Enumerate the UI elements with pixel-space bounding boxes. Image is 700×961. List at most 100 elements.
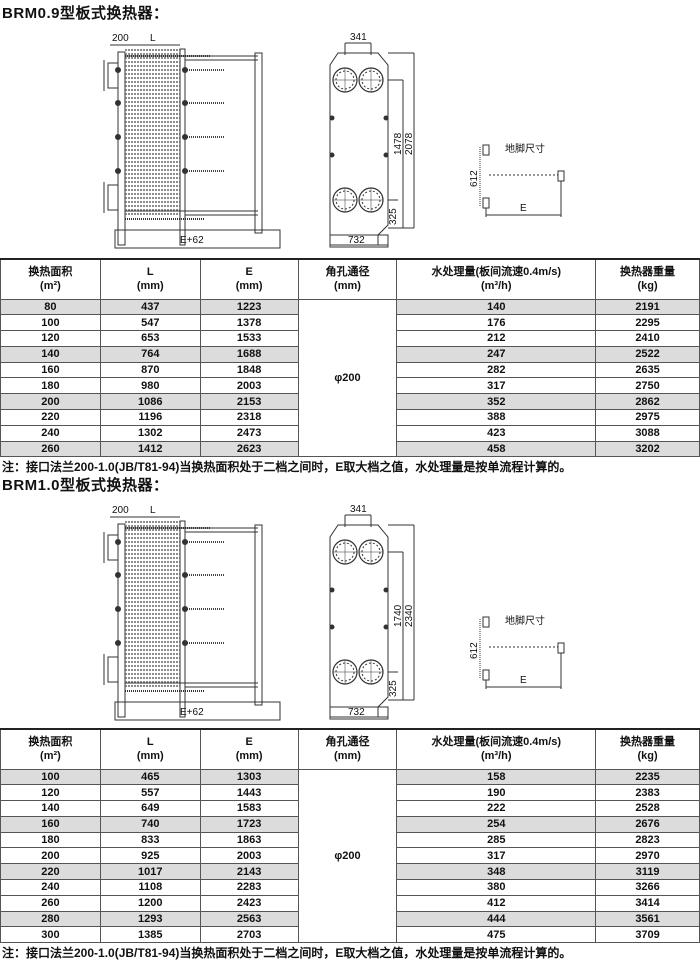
foot-plan: 地脚尺寸 612 E	[469, 142, 565, 217]
svg-text:341: 341	[350, 504, 367, 515]
table-cell: 557	[99, 784, 201, 802]
svg-text:612: 612	[469, 170, 480, 187]
table-cell: 2703	[199, 926, 299, 944]
table-cell: 212	[396, 330, 597, 347]
table-cell: 280	[0, 910, 101, 928]
table-cell: 1223	[199, 298, 299, 316]
table-cell: 3119	[595, 863, 700, 881]
table-cell: 547	[99, 314, 201, 332]
column-header: 水处理量(板间流速0.4m/s) (m³/h)	[396, 728, 597, 770]
table-cell: 1302	[99, 424, 201, 442]
table-cell: 180	[0, 377, 101, 395]
table-cell: 2635	[595, 361, 700, 379]
table-cell: 388	[396, 409, 597, 426]
table-cell: 980	[99, 377, 201, 395]
table-cell: 1443	[199, 784, 299, 802]
drawing: 200 L E+62 341 1478 2078 325 732 地脚尺寸 61…	[103, 32, 565, 249]
table-cell: 1200	[99, 894, 201, 912]
column-header: E (mm)	[199, 728, 299, 770]
column-header: 水处理量(板间流速0.4m/s) (m³/h)	[396, 258, 597, 300]
front-view: 341 1478 2078 325 732	[329, 32, 415, 248]
table-cell: 140	[0, 345, 101, 363]
table-cell: 317	[396, 847, 597, 865]
table-row: 140 764 1688 247 2522	[0, 345, 700, 363]
svg-text:325: 325	[388, 680, 399, 697]
table-cell: 120	[0, 784, 101, 802]
table-cell: 1385	[99, 926, 201, 944]
table-cell: 412	[396, 894, 597, 912]
table-cell: 925	[99, 847, 201, 865]
table-cell: 180	[0, 831, 101, 849]
svg-text:L: L	[150, 505, 156, 516]
table-cell: 1533	[199, 330, 299, 347]
table-cell: 870	[99, 361, 201, 379]
table-cell: 200	[0, 393, 101, 411]
foot-plan: 地脚尺寸 612 E	[469, 614, 565, 689]
table-cell: 285	[396, 831, 597, 849]
table-cell: 120	[0, 330, 101, 347]
table-cell: 140	[396, 298, 597, 316]
table-header: 换热面积 (m²) L (mm) E (mm) 角孔通径 (mm) 水处理量(板间流速0.4m/…	[0, 728, 700, 770]
port-diameter: φ200	[297, 768, 398, 944]
table-row: 180 980 2003 317 2750	[0, 377, 700, 395]
svg-text:732: 732	[348, 235, 365, 246]
table-cell: 1688	[199, 345, 299, 363]
table-cell: 1412	[99, 440, 201, 458]
table-cell: 465	[99, 768, 201, 786]
column-header: 角孔通径 (mm)	[297, 258, 398, 300]
table-cell: 220	[0, 409, 101, 426]
table-cell: 1017	[99, 863, 201, 881]
svg-text:地脚尺寸: 地脚尺寸	[505, 614, 545, 627]
table-cell: 2750	[595, 377, 700, 395]
table-cell: 1293	[99, 910, 201, 928]
table-cell: 2862	[595, 393, 700, 411]
table-cell: 1723	[199, 815, 299, 833]
spec-table: 换热面积 (m²) L (mm) E (mm) 角孔通径 (mm) 水处理量(板间流速0.4m/…	[0, 728, 700, 944]
table-header: 换热面积 (m²) L (mm) E (mm) 角孔通径 (mm) 水处理量(板间流速0.4m/…	[0, 258, 700, 300]
table-cell: 240	[0, 424, 101, 442]
section-title: BRM0.9型板式换热器：	[2, 5, 169, 22]
svg-text:E+62: E+62	[180, 707, 204, 718]
svg-text:地脚尺寸: 地脚尺寸	[505, 142, 545, 155]
table-cell: 2003	[199, 847, 299, 865]
side-view: 200 L E+62	[103, 33, 281, 249]
table-cell: 240	[0, 879, 101, 896]
table-cell: 1108	[99, 879, 201, 896]
table-cell: 352	[396, 393, 597, 411]
table-cell: 3414	[595, 894, 700, 912]
table-row: 80 437 1223 φ200 140 2191	[0, 298, 700, 458]
table-cell: 3561	[595, 910, 700, 928]
table-cell: 2295	[595, 314, 700, 332]
table-cell: 140	[0, 800, 101, 817]
table-cell: 176	[396, 314, 597, 332]
table-cell: 2473	[199, 424, 299, 442]
svg-text:1478: 1478	[393, 132, 404, 155]
column-header: 换热器重量 (kg)	[595, 258, 700, 300]
port-diameter: φ200	[297, 298, 398, 458]
table-cell: 3088	[595, 424, 700, 442]
table-row: 100 465 1303 φ200 158 2235	[0, 768, 700, 944]
table-cell: 437	[99, 298, 201, 316]
table-cell: 458	[396, 440, 597, 458]
table-row: 160 740 1723 254 2676	[0, 815, 700, 833]
table-cell: 190	[396, 784, 597, 802]
table-cell: 444	[396, 910, 597, 928]
table-cell: 348	[396, 863, 597, 881]
svg-text:341: 341	[350, 32, 367, 43]
table-row: 260 1412 2623 458 3202	[0, 440, 700, 458]
table-cell: 833	[99, 831, 201, 849]
table-cell: 222	[396, 800, 597, 817]
table-row: 240 1302 2473 423 3088	[0, 424, 700, 442]
table-cell: 2563	[199, 910, 299, 928]
table-cell: 260	[0, 440, 101, 458]
spec-table: 换热面积 (m²) L (mm) E (mm) 角孔通径 (mm) 水处理量(板间流速0.4m/…	[0, 258, 700, 458]
table-row: 260 1200 2423 412 3414	[0, 894, 700, 912]
table-note: 注：接口法兰200-1.0(JB/T81-94)当换热面积处于二档之间时，E取大…	[2, 945, 572, 960]
table-cell: 2975	[595, 409, 700, 426]
table-cell: 1196	[99, 409, 201, 426]
column-header: 换热面积 (m²)	[0, 728, 101, 770]
table-cell: 2191	[595, 298, 700, 316]
table-cell: 1086	[99, 393, 201, 411]
table-cell: 158	[396, 768, 597, 786]
table-cell: 740	[99, 815, 201, 833]
